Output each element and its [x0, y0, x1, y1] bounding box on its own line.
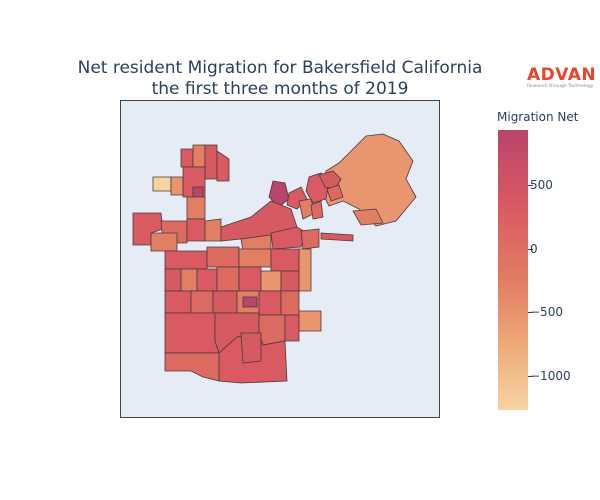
map-region[interactable] — [192, 144, 206, 168]
map-region[interactable] — [260, 270, 282, 292]
colorbar-tick-mark — [528, 312, 533, 313]
map-region[interactable] — [164, 352, 220, 382]
map-region[interactable] — [298, 310, 322, 332]
map-region[interactable] — [310, 200, 324, 220]
logo-name: ADVAN — [527, 65, 597, 85]
chart-title: Net resident Migration for Bakersfield C… — [60, 58, 500, 100]
map-region[interactable] — [298, 248, 312, 292]
map-region[interactable] — [326, 184, 344, 202]
map-region[interactable] — [180, 148, 194, 168]
map-region[interactable] — [242, 296, 258, 308]
colorbar-tick-label: −500 — [530, 305, 563, 319]
map-region[interactable] — [238, 248, 272, 268]
map-region[interactable] — [150, 232, 178, 252]
map-region[interactable] — [320, 232, 354, 242]
map-region[interactable] — [280, 290, 300, 316]
map-region[interactable] — [300, 228, 320, 250]
map-region[interactable] — [238, 266, 262, 292]
map-region[interactable] — [186, 196, 206, 220]
map-region[interactable] — [164, 250, 208, 270]
map-region[interactable] — [180, 268, 198, 292]
map-region[interactable] — [258, 314, 286, 346]
title-line-1: Net resident Migration for Bakersfield C… — [77, 58, 483, 78]
map-region[interactable] — [258, 290, 282, 316]
map-region[interactable] — [170, 176, 184, 196]
map-region[interactable] — [190, 290, 214, 314]
colorbar-tick-mark — [528, 376, 533, 377]
logo-tagline: Research through Technology — [527, 84, 594, 89]
map-region[interactable] — [186, 218, 206, 242]
map-region[interactable] — [152, 176, 172, 192]
map-region[interactable] — [204, 218, 222, 242]
map-region[interactable] — [284, 314, 300, 342]
map-region[interactable] — [164, 268, 182, 292]
map-region[interactable] — [352, 208, 384, 226]
colorbar — [498, 130, 528, 410]
map-region[interactable] — [270, 248, 300, 272]
map-frame[interactable] — [120, 100, 440, 418]
map-region[interactable] — [280, 270, 300, 292]
map-region[interactable] — [240, 332, 262, 364]
colorbar-tick-mark — [528, 249, 533, 250]
map-region[interactable] — [164, 290, 192, 314]
map-region[interactable] — [216, 150, 230, 182]
advan-logo: ADVAN Research through Technology — [527, 65, 597, 90]
title-line-2: the first three months of 2019 — [151, 79, 409, 99]
colorbar-tick-label: −1000 — [530, 369, 571, 383]
map-region[interactable] — [204, 144, 218, 180]
map-region[interactable] — [268, 180, 290, 208]
map-region[interactable] — [206, 246, 240, 268]
colorbar-tick-label: 500 — [530, 178, 553, 192]
map-region[interactable] — [216, 266, 240, 292]
map-region[interactable] — [212, 290, 238, 314]
colorbar-tick-mark — [528, 185, 533, 186]
map-region[interactable] — [318, 170, 342, 190]
map-region[interactable] — [196, 268, 218, 292]
map-region[interactable] — [164, 312, 220, 354]
bakersfield-choropleth-map[interactable] — [121, 101, 439, 417]
colorbar-title: Migration Net — [497, 110, 579, 124]
colorbar-tick-label: 0 — [530, 242, 538, 256]
